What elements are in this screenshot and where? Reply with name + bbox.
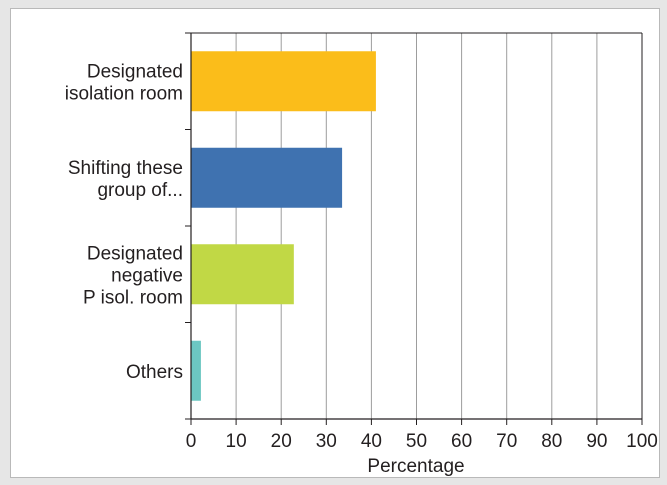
x-tick-label: 50 (406, 431, 427, 452)
category-label: Shifting these group of... (68, 158, 183, 201)
bar (191, 244, 294, 305)
axes (185, 32, 643, 425)
chart-frame: Designated isolation room Shifting these gr… (10, 8, 660, 478)
x-tick-label: 20 (271, 431, 292, 452)
x-tick-label: 100 (626, 431, 658, 452)
bar (191, 340, 201, 401)
x-tick-label: 30 (316, 431, 337, 452)
category-label: Others (126, 362, 183, 383)
category-label-line: negative (111, 265, 183, 286)
category-label-line: isolation room (65, 83, 183, 104)
category-label-line: P isol. room (83, 287, 183, 308)
category-label: Designated negative P isol. room (83, 243, 183, 308)
category-label-line: Shifting these (68, 158, 183, 179)
x-tick-label: 10 (226, 431, 247, 452)
x-tick-label: 60 (451, 431, 472, 452)
x-axis-title: Percentage (367, 456, 464, 477)
category-label-line: Designated (87, 61, 183, 82)
bar (191, 147, 343, 208)
x-tick-label: 0 (186, 431, 197, 452)
x-tick-label: 70 (496, 431, 517, 452)
category-label-line: group of... (97, 180, 183, 201)
bars (191, 51, 376, 401)
category-label-line: Others (126, 362, 183, 383)
x-tick-labels: 0 10 20 30 40 50 60 70 80 90 100 (186, 431, 658, 452)
x-tick-label: 90 (586, 431, 607, 452)
category-label-line: Designated (87, 243, 183, 264)
bar (191, 51, 376, 112)
x-tick-label: 80 (541, 431, 562, 452)
x-tick-label: 40 (361, 431, 382, 452)
category-label: Designated isolation room (65, 61, 183, 104)
